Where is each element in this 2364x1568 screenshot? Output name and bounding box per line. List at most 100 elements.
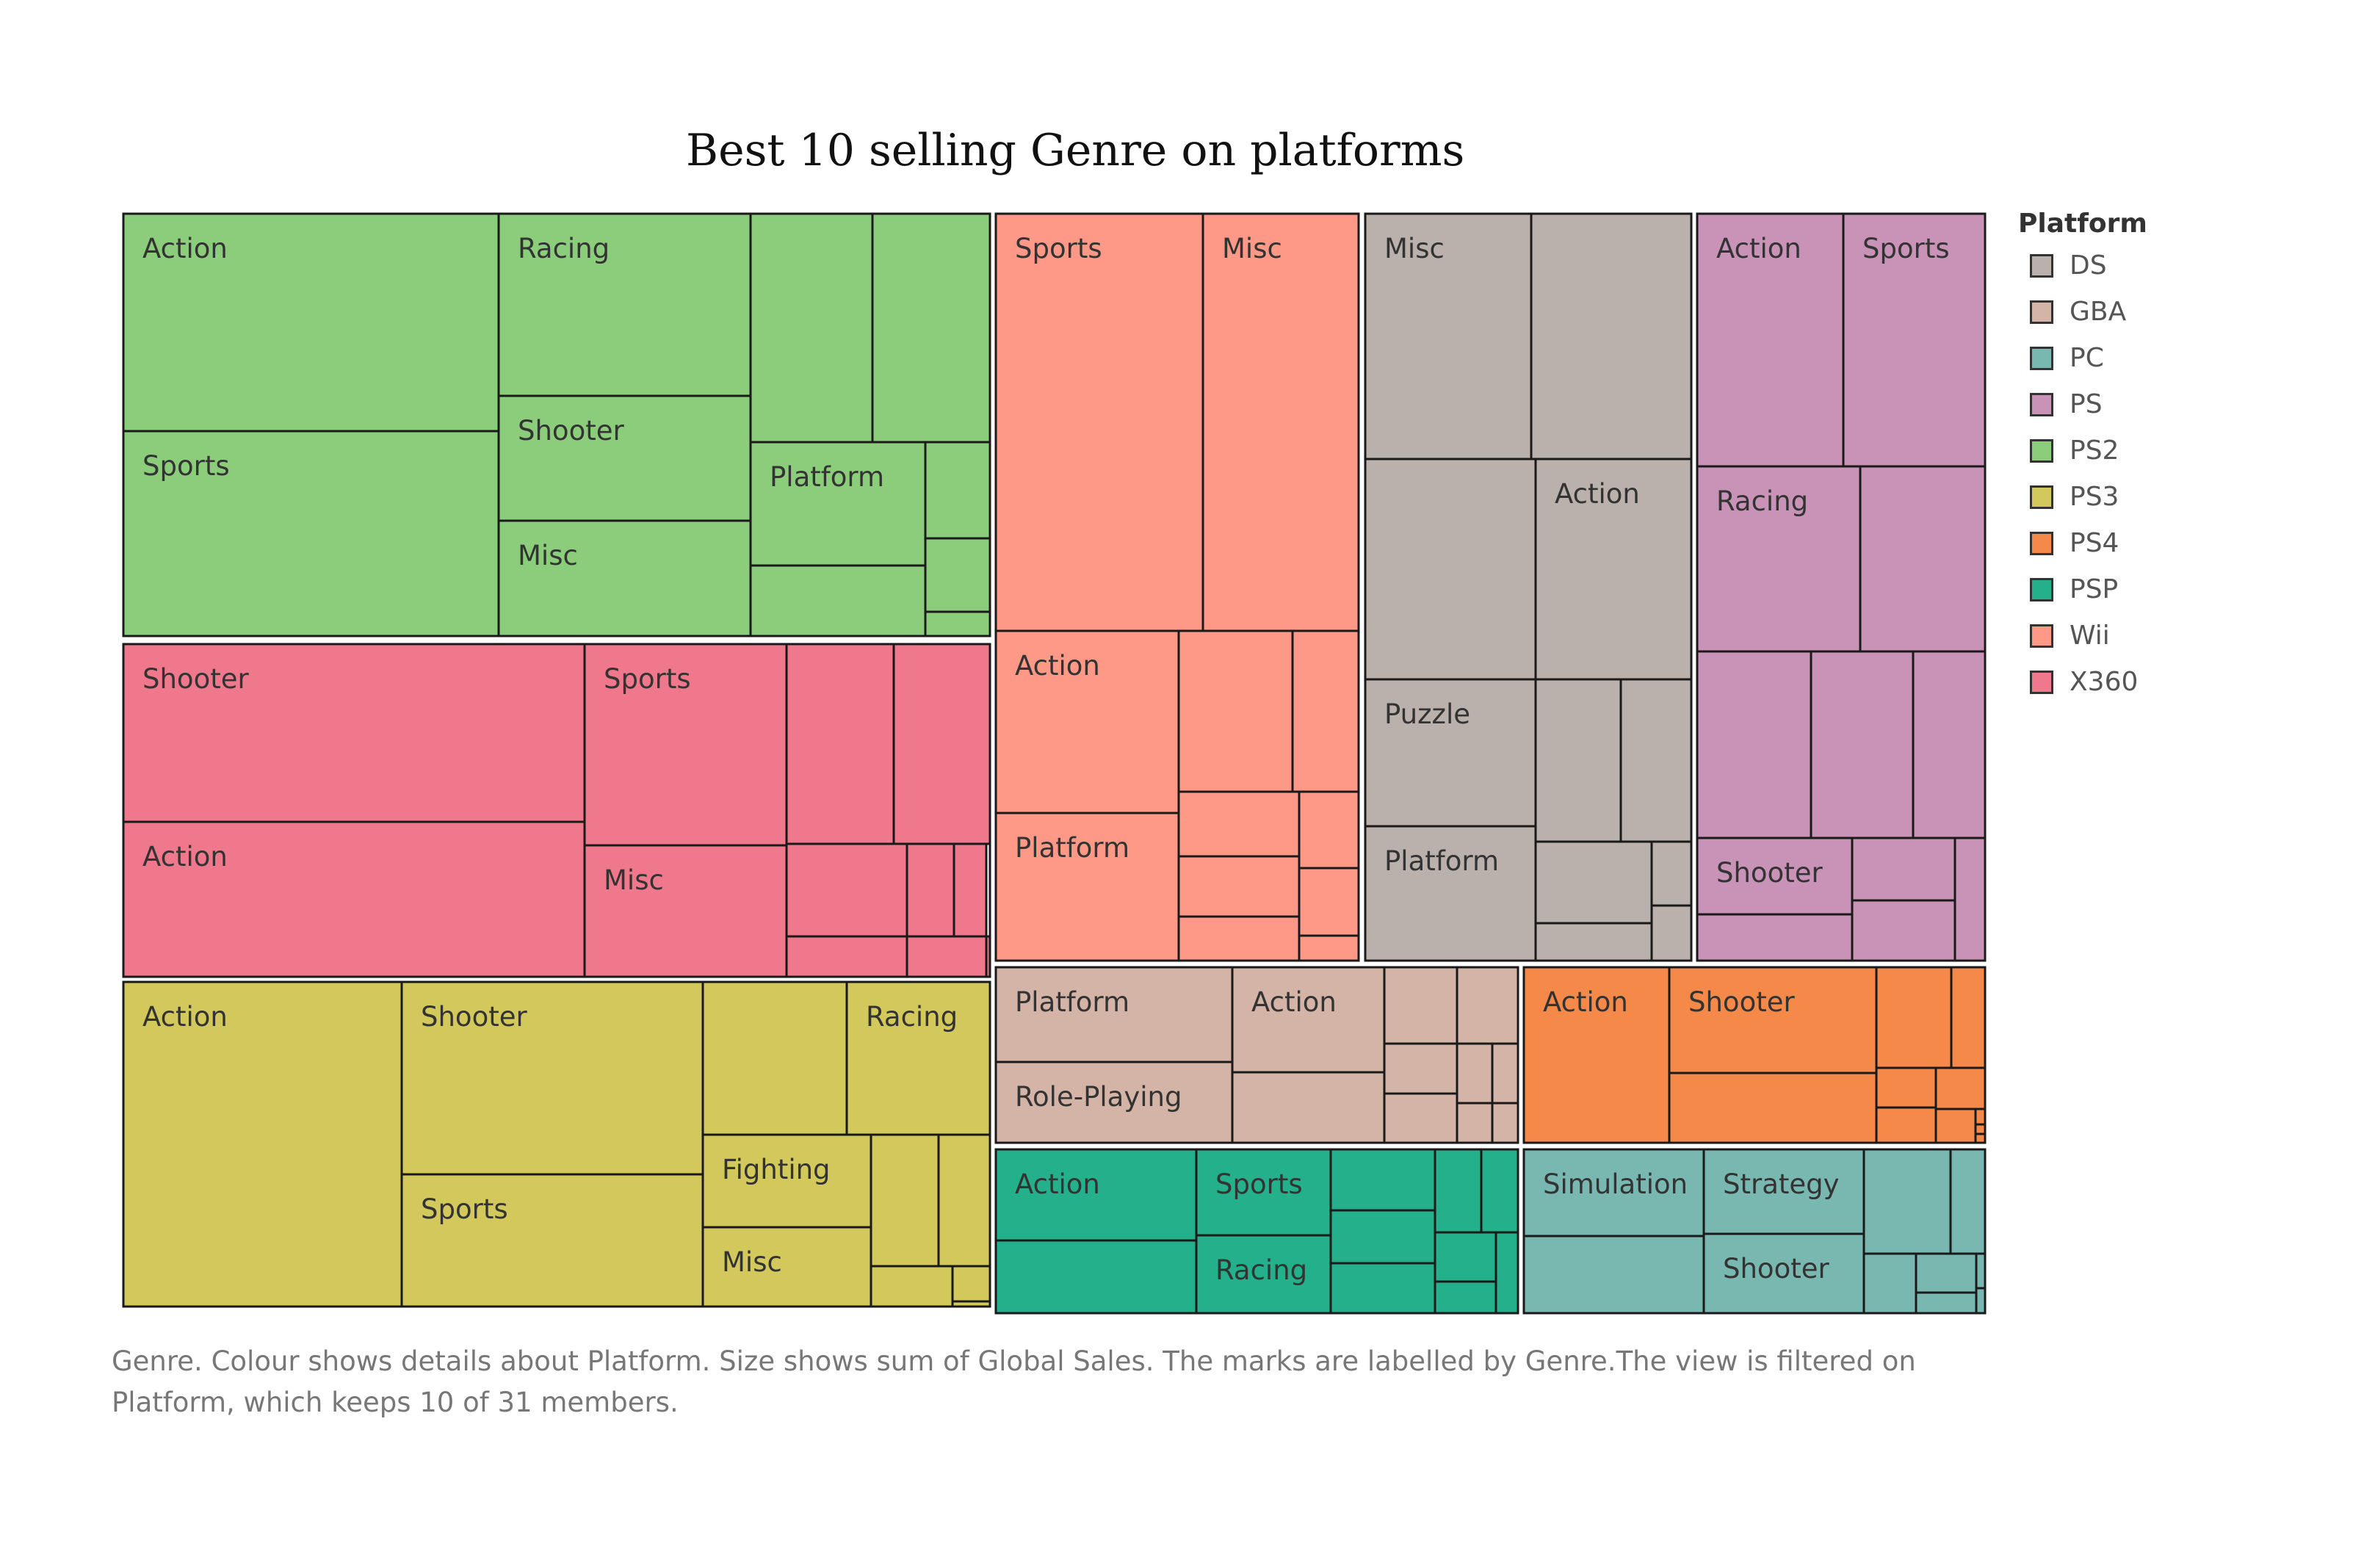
treemap-tile[interactable] xyxy=(1177,915,1301,962)
treemap-tile[interactable] xyxy=(1810,650,1915,839)
treemap-tile[interactable] xyxy=(1696,212,1845,468)
treemap-tile[interactable] xyxy=(1696,913,1854,962)
treemap-tile[interactable] xyxy=(1480,1148,1519,1234)
treemap-tile[interactable] xyxy=(994,1239,1198,1315)
treemap-tile[interactable] xyxy=(701,1226,872,1308)
treemap-tile[interactable] xyxy=(1696,650,1812,839)
treemap-tile[interactable] xyxy=(1915,1291,1978,1315)
treemap-tile[interactable] xyxy=(785,842,908,938)
treemap-tile[interactable] xyxy=(1534,458,1693,681)
treemap-tile[interactable] xyxy=(1177,629,1294,793)
treemap-tile[interactable] xyxy=(122,820,586,978)
treemap-tile[interactable] xyxy=(924,610,991,637)
treemap-tile[interactable] xyxy=(1364,678,1537,828)
treemap-tile[interactable] xyxy=(1231,966,1386,1074)
treemap-tile[interactable] xyxy=(1950,966,1987,1069)
treemap-tile[interactable] xyxy=(994,212,1204,632)
legend-item-ps3[interactable]: PS3 xyxy=(2030,482,2119,512)
treemap-tile[interactable] xyxy=(994,1061,1234,1144)
treemap-tile[interactable] xyxy=(1696,465,1862,653)
treemap-tile[interactable] xyxy=(1329,1262,1436,1315)
treemap-tile[interactable] xyxy=(1975,1252,1987,1290)
legend-item-ps4[interactable]: PS4 xyxy=(2030,528,2119,558)
treemap-tile[interactable] xyxy=(1974,1108,1987,1126)
treemap-tile[interactable] xyxy=(1364,212,1533,460)
treemap-tile[interactable] xyxy=(1975,1287,1987,1315)
treemap-tile[interactable] xyxy=(1851,899,1956,962)
treemap-tile[interactable] xyxy=(1231,1071,1386,1144)
legend-item-ps[interactable]: PS xyxy=(2030,389,2103,419)
treemap-tile[interactable] xyxy=(1201,212,1360,632)
treemap-tile[interactable] xyxy=(953,842,988,938)
treemap-tile[interactable] xyxy=(122,212,500,433)
treemap-tile[interactable] xyxy=(1383,1042,1458,1095)
treemap-tile[interactable] xyxy=(1974,1132,1987,1144)
treemap-tile[interactable] xyxy=(1696,837,1854,916)
treemap-tile[interactable] xyxy=(1298,790,1360,870)
treemap-tile[interactable] xyxy=(1456,966,1519,1045)
treemap-tile[interactable] xyxy=(1949,1148,1987,1255)
treemap-tile[interactable] xyxy=(1862,1148,1952,1255)
treemap-tile[interactable] xyxy=(1875,1066,1937,1109)
treemap-tile[interactable] xyxy=(400,980,704,1176)
treemap-tile[interactable] xyxy=(1456,1102,1494,1144)
treemap-tile[interactable] xyxy=(1522,1235,1705,1315)
treemap-tile[interactable] xyxy=(1329,1148,1436,1212)
treemap-tile[interactable] xyxy=(785,935,908,978)
treemap-tile[interactable] xyxy=(749,564,927,637)
legend-item-pc[interactable]: PC xyxy=(2030,343,2104,373)
treemap-tile[interactable] xyxy=(1875,966,1953,1069)
legend-item-gba[interactable]: GBA xyxy=(2030,297,2126,327)
treemap-tile[interactable] xyxy=(497,519,752,637)
treemap-tile[interactable] xyxy=(1534,922,1653,962)
treemap-tile[interactable] xyxy=(1298,934,1360,962)
treemap-tile[interactable] xyxy=(1668,966,1878,1074)
treemap-tile[interactable] xyxy=(701,980,848,1136)
treemap-tile[interactable] xyxy=(1434,1280,1497,1315)
treemap-tile[interactable] xyxy=(1494,1231,1519,1315)
treemap-tile[interactable] xyxy=(497,212,752,397)
treemap-tile[interactable] xyxy=(1434,1148,1483,1234)
treemap-tile[interactable] xyxy=(1650,904,1693,962)
treemap-tile[interactable] xyxy=(871,212,991,444)
treemap-tile[interactable] xyxy=(870,1133,940,1268)
treemap-tile[interactable] xyxy=(1434,1231,1497,1283)
treemap-tile[interactable] xyxy=(1364,825,1537,962)
treemap-tile[interactable] xyxy=(1383,1092,1458,1144)
treemap-tile[interactable] xyxy=(1522,966,1671,1144)
treemap-tile[interactable] xyxy=(892,643,991,845)
treemap-tile[interactable] xyxy=(1934,1108,1977,1144)
treemap-tile[interactable] xyxy=(994,966,1234,1063)
treemap-tile[interactable] xyxy=(1298,867,1360,937)
treemap-tile[interactable] xyxy=(1953,837,1987,962)
treemap-tile[interactable] xyxy=(1862,1252,1917,1315)
legend-item-wii[interactable]: Wii xyxy=(2030,621,2110,651)
treemap-tile[interactable] xyxy=(785,643,895,845)
treemap-tile[interactable] xyxy=(1195,1234,1332,1315)
treemap-tile[interactable] xyxy=(906,935,988,978)
treemap-tile[interactable] xyxy=(122,430,500,637)
treemap-tile[interactable] xyxy=(937,1133,991,1268)
treemap-tile[interactable] xyxy=(1974,1123,1987,1135)
legend-item-ps2[interactable]: PS2 xyxy=(2030,436,2119,466)
treemap-tile[interactable] xyxy=(1650,840,1693,907)
treemap-tile[interactable] xyxy=(1851,837,1956,902)
treemap-tile[interactable] xyxy=(1912,650,1987,839)
legend-item-x360[interactable]: X360 xyxy=(2030,667,2138,697)
treemap-tile[interactable] xyxy=(994,629,1180,814)
treemap-tile[interactable] xyxy=(1291,629,1360,793)
treemap-tile[interactable] xyxy=(1530,212,1693,460)
treemap-tile[interactable] xyxy=(1329,1209,1436,1265)
treemap-tile[interactable] xyxy=(1491,1102,1519,1144)
treemap-tile[interactable] xyxy=(1915,1252,1978,1294)
treemap-tile[interactable] xyxy=(1859,465,1987,653)
treemap-tile[interactable] xyxy=(1934,1066,1987,1110)
treemap-tile[interactable] xyxy=(924,537,991,613)
treemap-tile[interactable] xyxy=(1383,966,1458,1045)
treemap-tile[interactable] xyxy=(1619,678,1693,843)
treemap-tile[interactable] xyxy=(1177,790,1301,858)
treemap-tile[interactable] xyxy=(1491,1042,1519,1105)
legend-item-psp[interactable]: PSP xyxy=(2030,574,2118,604)
legend-item-ds[interactable]: DS xyxy=(2030,250,2107,281)
treemap-tile[interactable] xyxy=(583,844,788,978)
